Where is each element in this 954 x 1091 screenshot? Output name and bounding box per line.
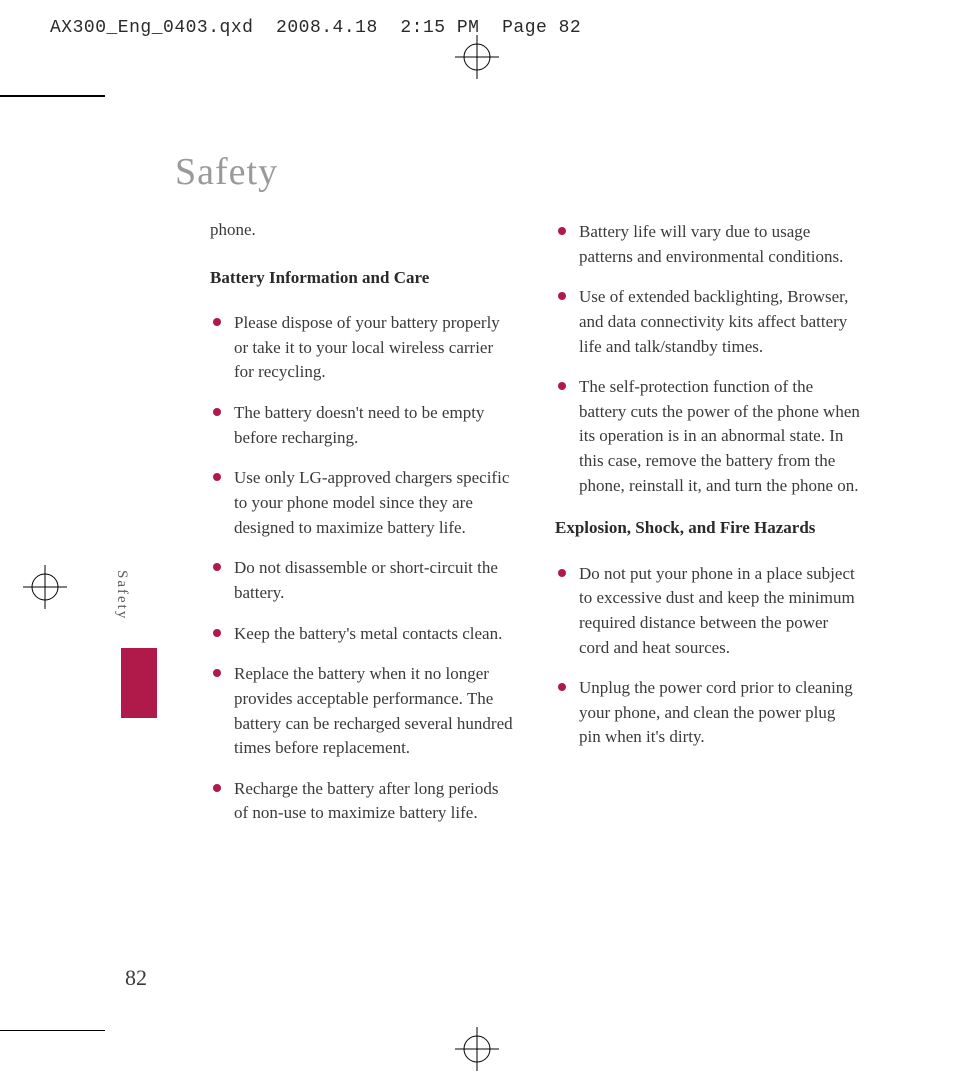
registration-mark-bottom-icon [455,1027,499,1076]
list-item: Use of extended backlighting, Browser, a… [555,285,860,359]
registration-mark-top-icon [455,35,499,84]
list-item: Do not put your phone in a place subject… [555,562,860,661]
side-section-label: Safety [113,570,130,620]
list-item: Do not disassemble or short-circuit the … [210,556,515,605]
battery-list: Please dispose of your battery properly … [210,311,515,826]
crop-mark-icon [0,95,105,97]
section-heading-hazards: Explosion, Shock, and Fire Hazards [555,514,860,541]
body-content: phone. Battery Information and Care Plea… [210,220,860,842]
hazards-list: Do not put your phone in a place subject… [555,562,860,750]
continuation-text: phone. [210,220,515,240]
header-date: 2008.4.18 [276,18,378,38]
side-tab-marker [121,648,157,718]
list-item: The self-protection function of the batt… [555,375,860,498]
section-heading-battery: Battery Information and Care [210,264,515,291]
page-number: 82 [125,965,147,991]
crop-mark-icon [0,1030,105,1032]
battery-list-continued: Battery life will vary due to usage patt… [555,220,860,498]
list-item: Keep the battery's metal contacts clean. [210,622,515,647]
header-page: Page 82 [502,18,581,38]
list-item: Please dispose of your battery properly … [210,311,515,385]
column-left: phone. Battery Information and Care Plea… [210,220,515,842]
list-item: Use only LG-approved chargers specific t… [210,466,515,540]
list-item: Replace the battery when it no longer pr… [210,662,515,761]
list-item: Unplug the power cord prior to cleaning … [555,676,860,750]
list-item: Battery life will vary due to usage patt… [555,220,860,269]
registration-mark-left-icon [23,565,67,614]
header-filename: AX300_Eng_0403.qxd [50,18,253,38]
column-right: Battery life will vary due to usage patt… [555,220,860,842]
page-title: Safety [175,150,278,194]
print-header: AX300_Eng_0403.qxd 2008.4.18 2:15 PM Pag… [50,18,581,38]
list-item: Recharge the battery after long periods … [210,777,515,826]
list-item: The battery doesn't need to be empty bef… [210,401,515,450]
